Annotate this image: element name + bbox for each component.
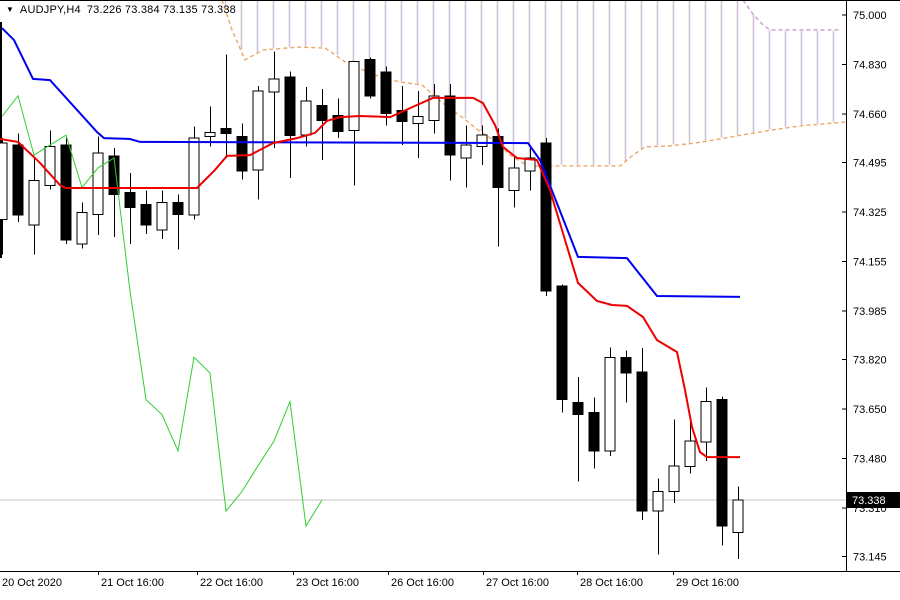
- time-axis-label: 26 Oct 16:00: [391, 577, 454, 589]
- senkou-span-b-line: [742, 0, 841, 31]
- candle: [652, 478, 664, 555]
- price-axis-label: 75.000: [853, 10, 887, 22]
- candle: [732, 486, 744, 560]
- price-axis-label: 74.495: [853, 157, 887, 169]
- tenkan-sen-line: [0, 96, 740, 459]
- candle: [316, 88, 328, 160]
- candle: [460, 125, 472, 188]
- price-axis-label: 73.145: [853, 551, 887, 563]
- candle: [268, 51, 280, 149]
- time-axis-label: 23 Oct 16:00: [296, 577, 359, 589]
- candle: [92, 136, 104, 235]
- candle: [156, 190, 168, 239]
- candles-group: [0, 51, 744, 560]
- axes: [0, 0, 900, 572]
- candle: [588, 397, 600, 469]
- time-axis-label: 20 Oct 2020: [2, 577, 62, 589]
- chikou-span-line: [1, 94, 323, 528]
- symbol-name: AUDJPY,H4: [19, 4, 81, 16]
- candle: [220, 54, 232, 158]
- chevron-down-icon[interactable]: ▼: [6, 5, 14, 14]
- symbol-ohlc-label: ▼ AUDJPY,H4 73.226 73.384 73.135 73.338: [6, 4, 236, 16]
- candle: [524, 148, 536, 191]
- candle: [716, 396, 728, 546]
- candle: [604, 347, 616, 456]
- candle: [284, 71, 296, 178]
- candle: [12, 133, 24, 223]
- candle: [396, 85, 408, 146]
- price-axis-label: 74.155: [853, 257, 887, 269]
- candle: [124, 172, 136, 244]
- time-axis-label: 27 Oct 16:00: [486, 577, 549, 589]
- plot-area[interactable]: [0, 0, 846, 560]
- candle: [476, 125, 488, 165]
- candle: [620, 350, 632, 403]
- time-axis-label: 22 Oct 16:00: [200, 577, 263, 589]
- price-axis-label: 74.325: [853, 207, 887, 219]
- current-price-box: 73.338: [847, 492, 900, 508]
- candle: [236, 123, 248, 180]
- candle: [636, 348, 648, 521]
- time-axis[interactable]: 20 Oct 2020 21 Oct 16:00 22 Oct 16:00 23 Oc…: [2, 571, 739, 589]
- kijun-sen-line: [1, 27, 741, 298]
- candle: [572, 376, 584, 482]
- candle: [444, 84, 456, 181]
- current-price-label: 73.338: [852, 495, 886, 507]
- price-axis[interactable]: 75.000 74.830 74.660 74.495 74.325 74.155 73.9…: [842, 10, 887, 563]
- candle: [172, 194, 184, 250]
- candle: [364, 57, 376, 99]
- candle: [140, 190, 152, 234]
- price-axis-label: 73.650: [853, 404, 887, 416]
- candle: [412, 90, 424, 158]
- candle: [188, 126, 200, 220]
- ichimoku-cloud-hatch: [224, 0, 835, 165]
- candle: [0, 138, 8, 255]
- candle: [380, 66, 392, 126]
- price-axis-label: 74.830: [853, 60, 887, 72]
- candle: [428, 84, 440, 134]
- time-axis-label: 28 Oct 16:00: [580, 577, 643, 589]
- time-axis-label: 21 Oct 16:00: [101, 577, 164, 589]
- candle: [556, 284, 568, 413]
- candle: [28, 158, 40, 255]
- ohlc-values: 73.226 73.384 73.135 73.338: [86, 4, 236, 16]
- price-axis-label: 73.820: [853, 354, 887, 366]
- candle: [668, 419, 680, 504]
- candle: [76, 202, 88, 249]
- candle: [44, 130, 56, 190]
- senkou-span-a-line: [221, 0, 846, 167]
- candle: [204, 106, 216, 147]
- candle: [508, 155, 520, 208]
- candle: [684, 419, 696, 474]
- candle: [492, 128, 504, 247]
- candle: [700, 387, 712, 461]
- candle: [540, 138, 552, 296]
- candle: [348, 60, 360, 186]
- candle: [60, 136, 72, 244]
- time-axis-label: 29 Oct 16:00: [676, 577, 739, 589]
- price-axis-label: 73.480: [853, 454, 887, 466]
- price-axis-label: 73.985: [853, 306, 887, 318]
- price-axis-label: 74.660: [853, 109, 887, 121]
